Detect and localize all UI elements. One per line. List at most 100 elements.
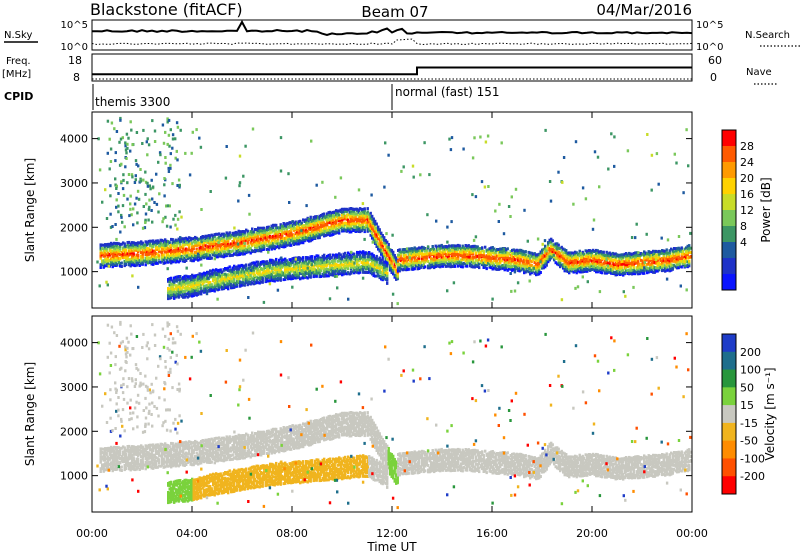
heatmap-cell (290, 221, 293, 225)
heatmap-cell (421, 264, 424, 268)
heatmap-cell (523, 264, 526, 268)
heatmap-cell (183, 277, 186, 281)
heatmap-cell (631, 268, 634, 272)
heatmap-cell (300, 257, 303, 261)
heatmap-cell (520, 264, 523, 268)
heatmap-cell (282, 224, 285, 228)
heatmap-cell (616, 267, 619, 271)
heatmap-cell (330, 260, 333, 263)
heatmap-cell (562, 247, 565, 251)
heatmap-cell (559, 261, 562, 265)
nsky-series-line (92, 19, 693, 37)
heatmap-cell (369, 216, 372, 220)
heatmap-cell (572, 258, 575, 262)
heatmap-cell (409, 262, 412, 266)
heatmap-cell (215, 246, 218, 249)
heatmap-cell (272, 234, 275, 238)
heatmap-cell (296, 236, 299, 240)
heatmap-cell (131, 245, 134, 249)
heatmap-cell (213, 269, 216, 273)
heatmap-cell (440, 253, 443, 257)
heatmap-cell (288, 258, 291, 262)
heatmap-cell (620, 262, 623, 266)
heatmap-cell (572, 253, 575, 257)
cpid-mode-1: normal (fast) 151 (395, 85, 499, 99)
heatmap-cell (144, 258, 147, 262)
heatmap-cell (294, 232, 297, 236)
heatmap-cell (466, 261, 469, 265)
heatmap-cell (248, 249, 251, 253)
heatmap-cell (475, 253, 478, 257)
heatmap-cell (353, 211, 356, 215)
heatmap-cell (243, 270, 246, 274)
heatmap-cell (614, 270, 617, 274)
heatmap-cell (222, 281, 225, 284)
heatmap-cell (366, 257, 369, 261)
heatmap-cell (575, 254, 578, 258)
heatmap-cell (372, 274, 375, 278)
heatmap-cell (446, 258, 449, 262)
heatmap-cell (557, 246, 560, 250)
heatmap-cell (662, 268, 665, 272)
heatmap-cell (302, 236, 305, 240)
heatmap-cell (418, 251, 421, 255)
heatmap-cell (315, 221, 318, 225)
heatmap-cell (332, 253, 335, 257)
heatmap-cell (610, 256, 613, 260)
heatmap-cell (254, 235, 257, 239)
heatmap-cell (616, 260, 619, 264)
heatmap-cell (586, 263, 589, 267)
heatmap-cell (249, 247, 252, 251)
heatmap-cell (640, 265, 643, 269)
heatmap-cell (263, 230, 266, 234)
heatmap-cell (333, 254, 336, 258)
heatmap-cell (107, 259, 110, 263)
heatmap-cell (296, 228, 299, 232)
heatmap-cell (487, 250, 490, 254)
heatmap-cell (395, 274, 398, 278)
heatmap-cell (117, 246, 120, 249)
heatmap-cell (368, 267, 371, 271)
heatmap-cell (587, 263, 590, 267)
heatmap-cell (574, 269, 577, 273)
heatmap-cell (200, 290, 203, 294)
heatmap-cell (342, 222, 345, 226)
heatmap-cell (326, 214, 329, 218)
heatmap-cell (647, 259, 650, 263)
heatmap-cell (164, 261, 167, 265)
heatmap-cell (261, 231, 264, 234)
heatmap-cell (105, 249, 108, 253)
heatmap-cell (251, 238, 254, 242)
heatmap-cell (158, 240, 161, 244)
heatmap-cell (656, 262, 659, 265)
heatmap-cell (279, 272, 282, 276)
heatmap-cell (384, 246, 387, 250)
heatmap-cell (469, 255, 472, 259)
heatmap-cell (649, 250, 652, 254)
heatmap-cell (255, 228, 258, 232)
heatmap-cell (126, 256, 129, 260)
heatmap-cell (442, 255, 445, 259)
heatmap-cell (302, 266, 305, 270)
heatmap-cell (179, 293, 182, 297)
heatmap-cell (159, 260, 162, 264)
heatmap-cell (677, 260, 680, 264)
heatmap-cell (318, 225, 321, 229)
heatmap-cell (338, 222, 341, 226)
heatmap-cell (580, 270, 583, 274)
heatmap-cell (568, 261, 571, 265)
heatmap-cell (224, 277, 227, 281)
heatmap-cell (491, 248, 494, 252)
heatmap-cell (389, 256, 392, 260)
heatmap-cell (362, 209, 365, 213)
heatmap-cell (182, 285, 185, 289)
heatmap-cell (547, 257, 550, 261)
heatmap-cell (363, 228, 366, 232)
heatmap-cell (321, 217, 324, 221)
heatmap-cell (215, 268, 218, 272)
heatmap-cell (403, 259, 406, 263)
heatmap-cell (602, 261, 605, 265)
heatmap-cell (108, 244, 111, 248)
heatmap-cell (248, 244, 251, 248)
heatmap-cell (680, 252, 683, 256)
